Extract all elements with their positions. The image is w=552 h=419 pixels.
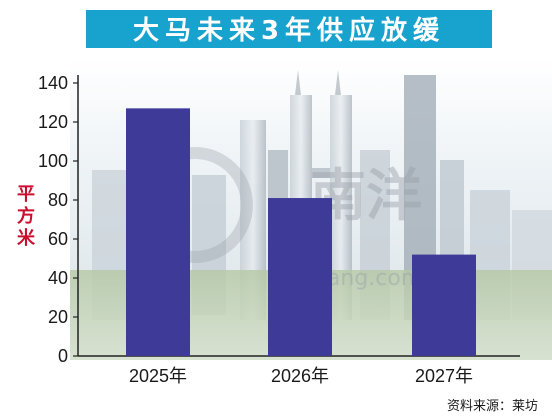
x-axis-labels: 2025年 2026年 2027年 — [129, 366, 473, 386]
y-tick-label: 60 — [48, 229, 68, 249]
y-axis-title-char-2: 方 — [17, 205, 35, 227]
bar — [412, 254, 476, 356]
x-tick-label: 2027年 — [415, 366, 473, 386]
y-axis-title: 平 方 米 — [17, 184, 36, 249]
y-tick-label: 120 — [38, 112, 68, 132]
x-tick-label: 2025年 — [129, 366, 187, 386]
y-tick-label: 20 — [48, 307, 68, 327]
y-tick-label: 100 — [38, 151, 68, 171]
y-tick-label: 80 — [48, 190, 68, 210]
bar — [268, 198, 332, 356]
y-axis-title-char-1: 平 — [17, 184, 35, 205]
bar — [126, 108, 190, 356]
bars — [126, 108, 476, 356]
chart-title: 大马未来3年供应放缓 — [133, 15, 445, 46]
title-bar: 大马未来3年供应放缓 — [86, 10, 492, 48]
title-background — [86, 10, 492, 48]
x-tick-label: 2026年 — [271, 366, 329, 386]
y-axis-ticks: 0 20 40 60 80 100 120 140 — [38, 73, 78, 366]
y-axis-title-char-3: 米 — [17, 227, 36, 249]
y-tick-label: 0 — [58, 346, 68, 366]
y-tick-label: 140 — [38, 73, 68, 93]
y-tick-label: 40 — [48, 268, 68, 288]
source-note: 资料来源：莱坊 — [447, 399, 538, 414]
